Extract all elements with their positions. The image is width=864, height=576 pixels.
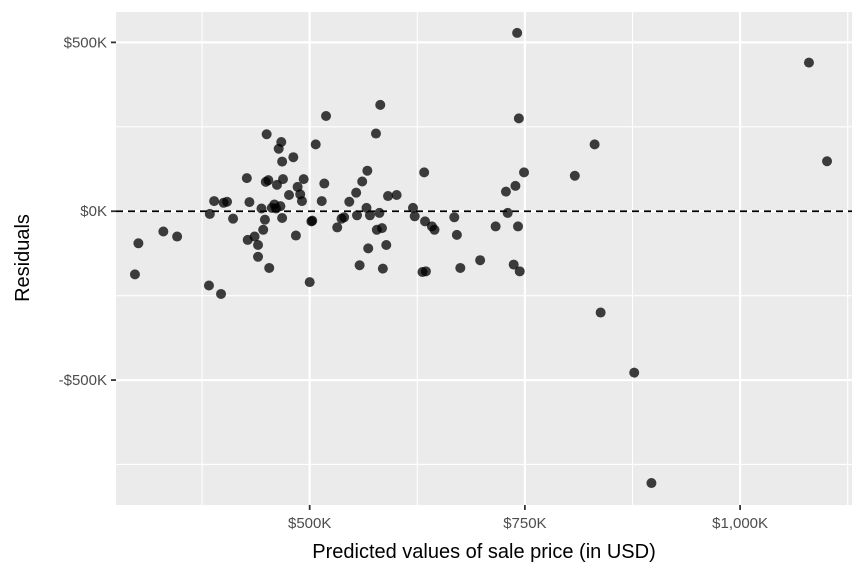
data-point	[420, 266, 431, 277]
data-point	[569, 170, 580, 181]
data-point	[429, 224, 440, 235]
y-axis: $500K $0K -$500K	[59, 34, 116, 389]
data-point	[259, 214, 270, 225]
y-axis-title: Residuals	[12, 214, 34, 302]
x-tick-label: $750K	[503, 515, 546, 532]
data-point	[354, 260, 365, 271]
data-point	[244, 197, 255, 208]
data-point	[158, 226, 169, 237]
data-point	[407, 202, 418, 213]
data-point	[519, 167, 530, 178]
data-point	[261, 129, 272, 140]
data-point	[216, 288, 227, 299]
data-point	[419, 167, 430, 178]
data-point	[409, 211, 420, 222]
data-point	[277, 156, 288, 167]
y-tick-label: -$500K	[59, 372, 107, 389]
data-point	[277, 212, 288, 223]
data-point	[513, 221, 524, 232]
x-tick-label: $500K	[288, 515, 331, 532]
data-point	[256, 203, 267, 214]
data-point	[264, 262, 275, 273]
data-point	[364, 210, 375, 221]
data-point	[375, 99, 386, 110]
data-point	[449, 212, 460, 223]
y-tick-label: $500K	[64, 34, 107, 51]
data-point	[362, 165, 373, 176]
data-point	[339, 212, 350, 223]
data-point	[253, 239, 264, 250]
data-point	[803, 57, 814, 68]
x-tick-label: $1,000K	[712, 515, 768, 532]
data-point	[376, 223, 387, 234]
data-point	[310, 139, 321, 150]
data-point	[646, 478, 657, 489]
data-point	[357, 176, 368, 187]
data-point	[319, 178, 330, 189]
data-point	[241, 173, 252, 184]
data-point	[374, 207, 385, 218]
data-point	[321, 111, 332, 122]
data-point	[512, 27, 523, 38]
data-point	[304, 277, 315, 288]
data-point	[263, 175, 274, 186]
data-point	[203, 280, 214, 291]
data-point	[275, 201, 286, 212]
data-point	[298, 174, 309, 185]
data-point	[455, 262, 466, 273]
data-point	[351, 187, 362, 198]
data-point	[490, 221, 501, 232]
data-point	[513, 113, 524, 124]
data-point	[822, 156, 833, 167]
data-point	[258, 224, 269, 235]
data-point	[500, 186, 511, 197]
data-point	[589, 139, 600, 150]
data-point	[514, 266, 525, 277]
data-point	[290, 230, 301, 241]
y-tick-label: $0K	[80, 203, 107, 220]
data-point	[363, 243, 374, 254]
data-point	[629, 367, 640, 378]
minor-gridlines	[116, 12, 852, 505]
data-point	[391, 190, 402, 201]
data-point	[276, 137, 287, 148]
data-point	[451, 229, 462, 240]
data-point	[420, 216, 431, 227]
data-point	[253, 251, 264, 262]
data-point	[307, 215, 318, 226]
data-point	[383, 191, 394, 202]
data-points	[129, 27, 833, 489]
data-point	[222, 196, 233, 207]
data-point	[228, 213, 239, 224]
data-point	[277, 174, 288, 185]
data-point	[502, 207, 513, 218]
data-point	[296, 196, 307, 207]
data-point	[288, 152, 299, 163]
data-point	[332, 222, 343, 233]
x-axis: $500K $750K $1,000K	[288, 505, 768, 532]
data-point	[370, 128, 381, 139]
data-point	[249, 231, 260, 242]
data-point	[133, 238, 144, 249]
data-point	[595, 307, 606, 318]
data-point	[510, 180, 521, 191]
data-point	[172, 231, 183, 242]
data-point	[361, 202, 372, 213]
data-point	[344, 196, 355, 207]
data-point	[204, 208, 215, 219]
data-point	[381, 239, 392, 250]
data-point	[475, 255, 486, 266]
data-point	[284, 190, 295, 201]
data-point	[352, 210, 363, 221]
data-point	[129, 269, 140, 280]
x-axis-title: Predicted values of sale price (in USD)	[312, 541, 655, 563]
data-point	[377, 263, 388, 274]
data-point	[209, 196, 220, 207]
data-point	[316, 196, 327, 207]
data-point	[508, 259, 519, 270]
